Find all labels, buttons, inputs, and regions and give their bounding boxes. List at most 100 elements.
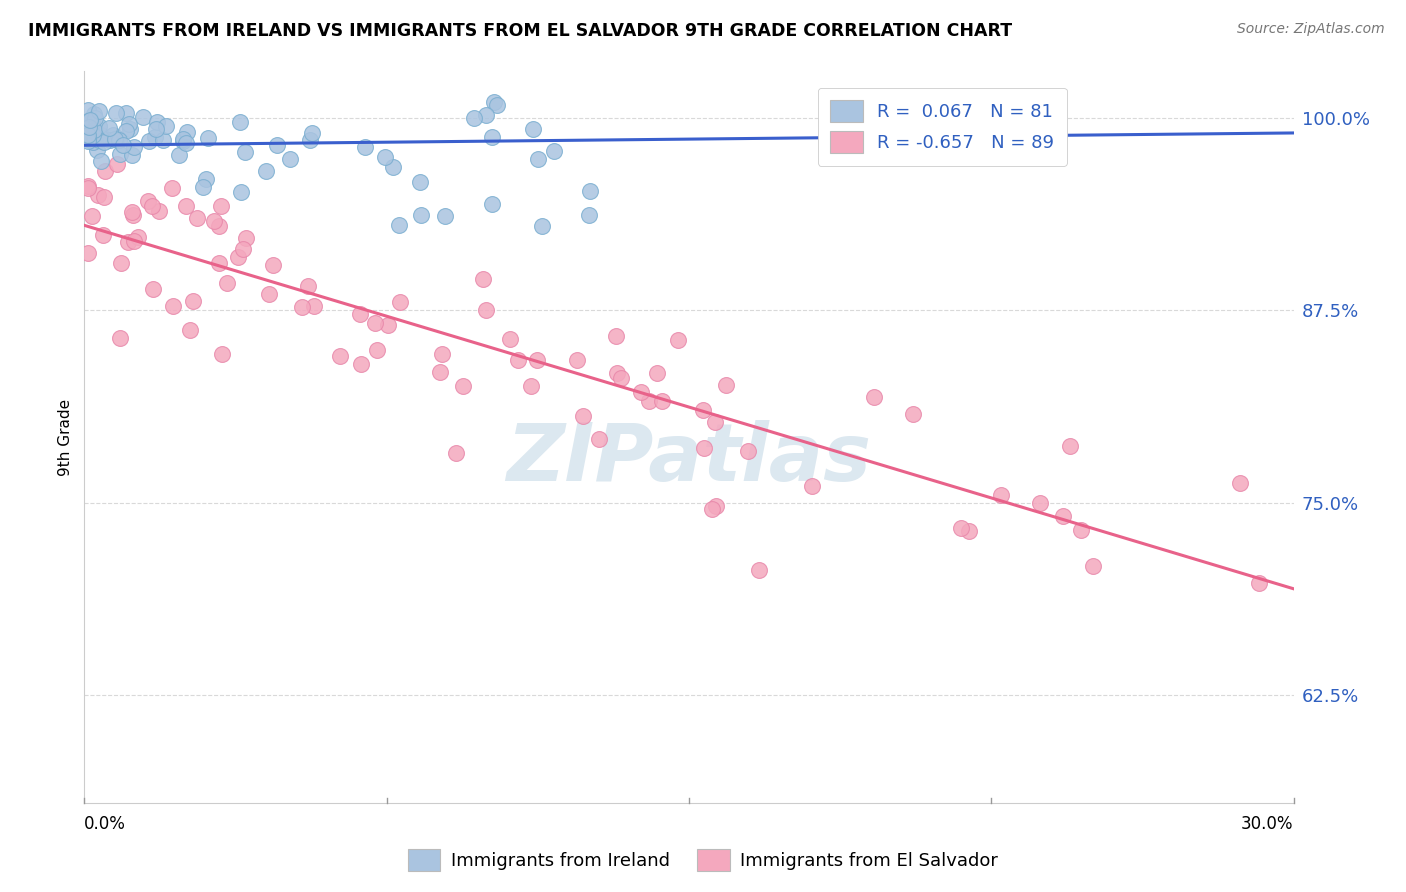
Point: [229, 186, 252, 200]
Point: [77, 131, 100, 145]
Point: [90, 128, 112, 142]
Point: [408, 175, 430, 189]
Point: [990, 488, 1012, 502]
Point: [145, 122, 167, 136]
Point: [105, 105, 128, 120]
Point: [77, 114, 100, 128]
Point: [666, 333, 689, 347]
Point: [91, 227, 114, 242]
Point: [475, 108, 498, 122]
Point: [127, 230, 149, 244]
Point: [329, 349, 352, 363]
Point: [83, 123, 105, 137]
Point: [463, 111, 485, 125]
Point: [704, 499, 727, 513]
Point: [588, 433, 610, 447]
Point: [235, 230, 257, 244]
Point: [430, 346, 453, 360]
Point: [169, 148, 191, 162]
Y-axis label: 9th Grade: 9th Grade: [58, 399, 73, 475]
Point: [77, 134, 100, 148]
Point: [82, 128, 104, 142]
Point: [176, 125, 198, 139]
Point: [117, 235, 139, 249]
Point: [77, 103, 100, 118]
Point: [98, 133, 121, 147]
Point: [714, 378, 737, 392]
Legend: R =  0.067   N = 81, R = -0.657   N = 89: R = 0.067 N = 81, R = -0.657 N = 89: [818, 87, 1067, 166]
Point: [108, 331, 131, 345]
Point: [80, 116, 103, 130]
Point: [382, 160, 405, 174]
Point: [481, 129, 503, 144]
Point: [863, 390, 886, 404]
Point: [1052, 508, 1074, 523]
Point: [110, 256, 132, 270]
Point: [93, 190, 115, 204]
Point: [174, 199, 197, 213]
Point: [181, 294, 204, 309]
Point: [1070, 523, 1092, 537]
Text: Source: ZipAtlas.com: Source: ZipAtlas.com: [1237, 22, 1385, 37]
Point: [645, 366, 668, 380]
Point: [1083, 559, 1105, 574]
Point: [179, 323, 201, 337]
Point: [1029, 496, 1052, 510]
Point: [605, 329, 627, 343]
Point: [115, 106, 138, 120]
Point: [115, 124, 138, 138]
Point: [1247, 575, 1270, 590]
Point: [377, 318, 399, 332]
Point: [160, 181, 183, 195]
Point: [101, 128, 124, 142]
Point: [364, 316, 387, 330]
Point: [506, 353, 529, 368]
Point: [84, 111, 107, 125]
Point: [98, 120, 121, 135]
Point: [254, 164, 277, 178]
Point: [87, 104, 110, 119]
Point: [578, 208, 600, 222]
Point: [121, 148, 143, 162]
Point: [366, 343, 388, 357]
Point: [266, 137, 288, 152]
Point: [519, 379, 541, 393]
Point: [83, 107, 105, 121]
Point: [499, 332, 522, 346]
Point: [209, 199, 232, 213]
Point: [138, 134, 160, 148]
Point: [82, 136, 104, 150]
Point: [481, 197, 503, 211]
Point: [451, 379, 474, 393]
Point: [388, 218, 411, 232]
Point: [446, 446, 468, 460]
Point: [172, 132, 194, 146]
Point: [527, 152, 550, 166]
Point: [475, 302, 498, 317]
Point: [90, 154, 112, 169]
Point: [87, 187, 110, 202]
Point: [704, 415, 727, 429]
Point: [302, 299, 325, 313]
Point: [579, 184, 602, 198]
Point: [111, 138, 134, 153]
Point: [131, 111, 153, 125]
Point: [82, 210, 104, 224]
Point: [388, 294, 411, 309]
Point: [229, 115, 252, 129]
Point: [1059, 439, 1081, 453]
Point: [122, 234, 145, 248]
Point: [105, 131, 128, 145]
Point: [208, 256, 231, 270]
Point: [262, 258, 284, 272]
Point: [472, 272, 495, 286]
Point: [409, 208, 432, 222]
Point: [87, 119, 110, 133]
Point: [692, 403, 714, 417]
Point: [901, 407, 924, 421]
Point: [297, 279, 319, 293]
Text: 30.0%: 30.0%: [1241, 815, 1294, 833]
Point: [208, 219, 231, 234]
Point: [84, 125, 107, 139]
Point: [1229, 475, 1251, 490]
